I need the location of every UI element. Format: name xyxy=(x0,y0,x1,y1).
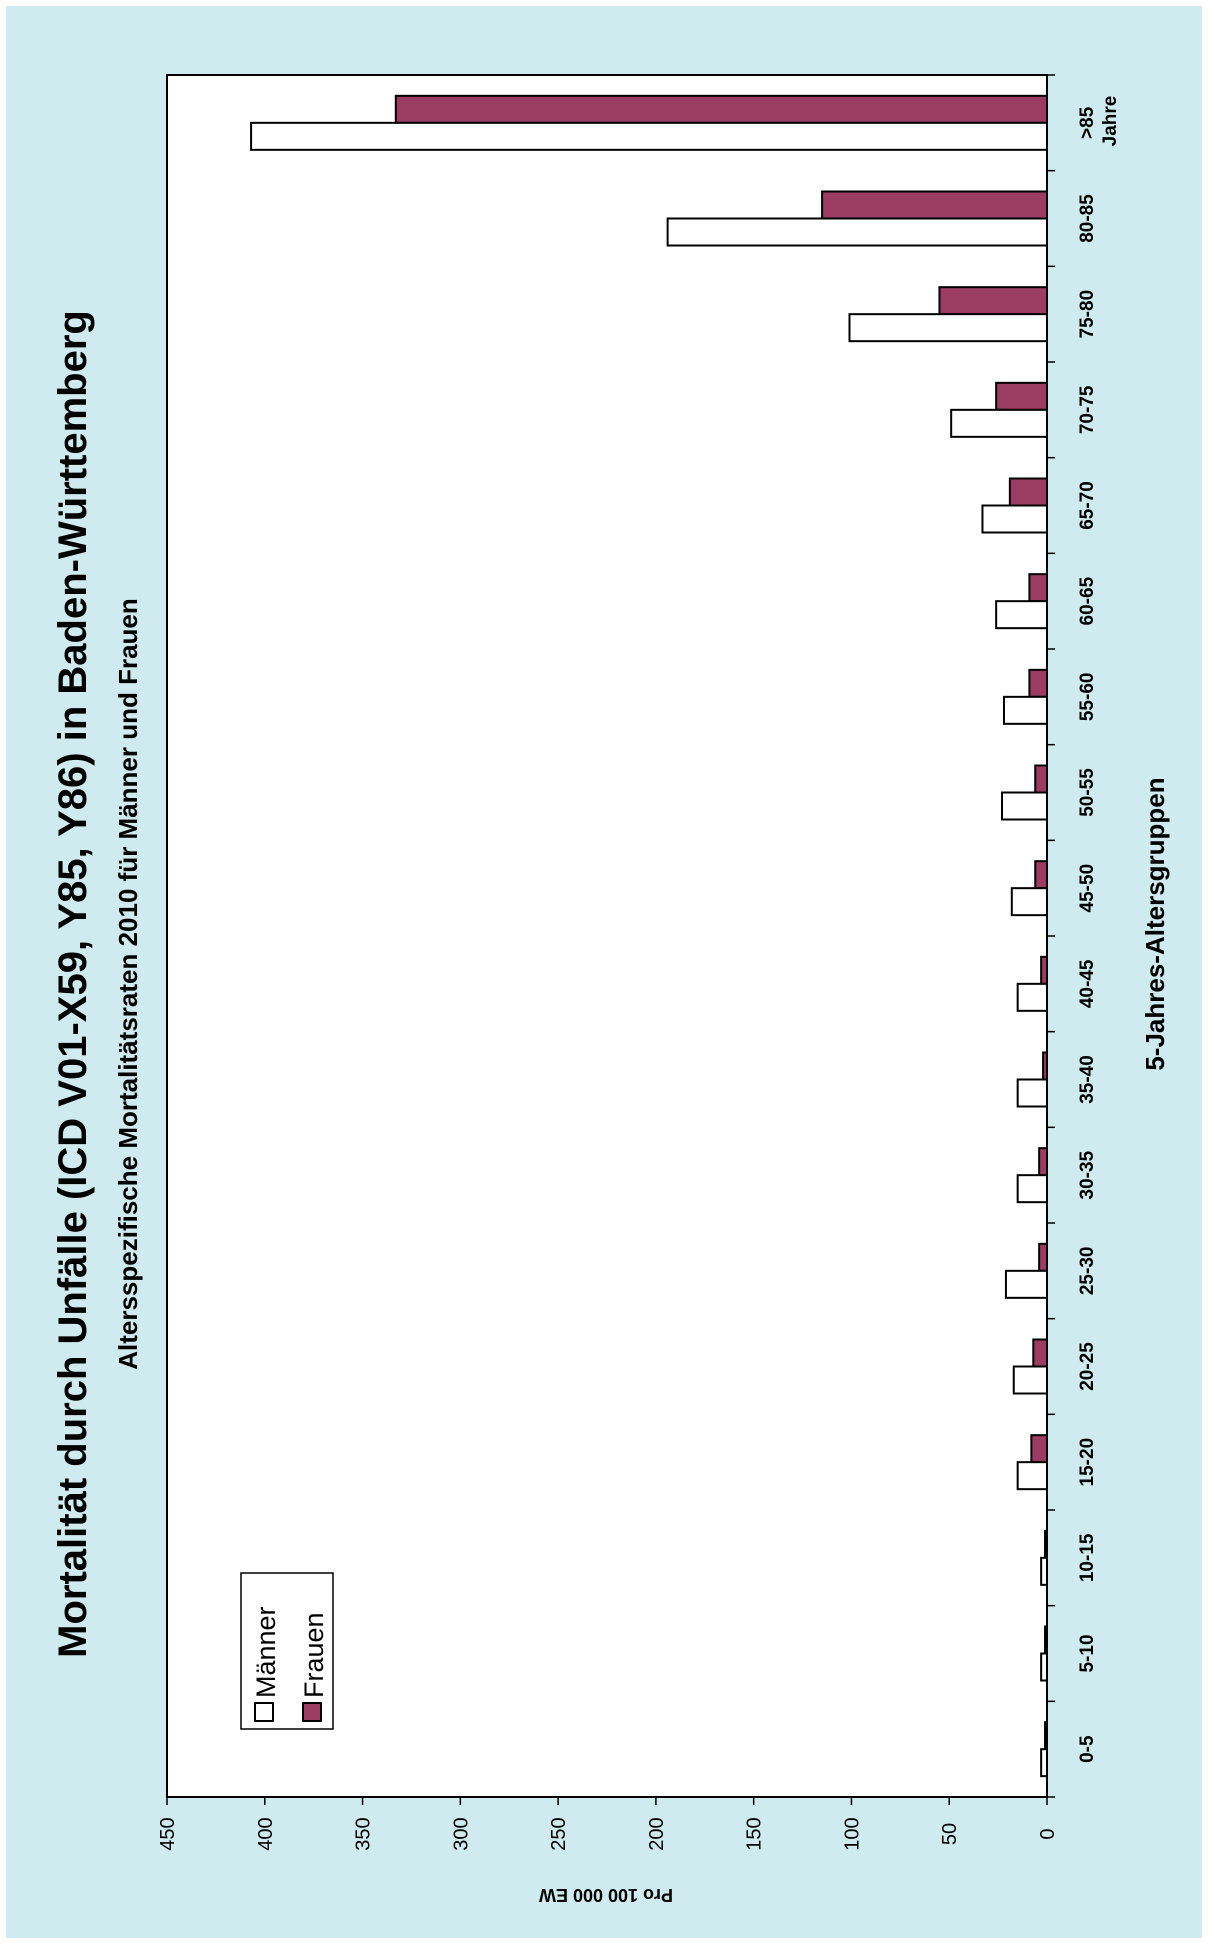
category-label: 65-70 xyxy=(1077,481,1098,530)
category-label: 80-85 xyxy=(1077,194,1098,243)
category-label: 40-45 xyxy=(1077,959,1098,1008)
bar-maenner-80-85 xyxy=(666,217,1048,247)
bar-maenner-60-65 xyxy=(995,600,1049,630)
category-label: >85 xyxy=(1077,106,1098,139)
bar-maenner-50-55 xyxy=(1001,791,1048,821)
category-label: 25-30 xyxy=(1077,1247,1098,1296)
category-label: 20-25 xyxy=(1077,1342,1098,1391)
value-tick-label: 100 xyxy=(841,1817,863,1850)
bar-frauen-35-40 xyxy=(1042,1051,1048,1081)
value-tick-label: 400 xyxy=(255,1817,277,1850)
bars-group xyxy=(250,94,1049,1778)
value-tick-label: 250 xyxy=(548,1817,570,1850)
plot-area xyxy=(166,74,1048,1798)
bar-frauen-70-75 xyxy=(995,381,1049,411)
bar-maenner-0-5 xyxy=(1040,1748,1048,1778)
bar-frauen-5-10 xyxy=(1044,1625,1048,1655)
bar-maenner-10-15 xyxy=(1040,1556,1048,1586)
category-unit-label: Jahre xyxy=(1100,96,1121,147)
value-tick-label: 150 xyxy=(744,1817,766,1850)
bar-frauen-40-45 xyxy=(1040,955,1048,985)
chart-figure: Mortalität durch Unfälle (ICD V01-X59, Y… xyxy=(6,6,1202,1938)
bar-frauen-30-35 xyxy=(1038,1147,1048,1177)
value-tick-label: 200 xyxy=(646,1817,668,1850)
category-label: 5-10 xyxy=(1077,1634,1098,1672)
category-label: 10-15 xyxy=(1077,1533,1098,1582)
category-label: 35-40 xyxy=(1077,1055,1098,1104)
category-label: 0-5 xyxy=(1077,1735,1098,1763)
category-label: 30-35 xyxy=(1077,1150,1098,1199)
bar-frauen-0-5 xyxy=(1044,1721,1048,1751)
bar-frauen-15-20 xyxy=(1030,1434,1049,1464)
category-label: 70-75 xyxy=(1077,385,1098,434)
bar-frauen-45-50 xyxy=(1034,860,1049,890)
bar-maenner-65-70 xyxy=(981,504,1049,534)
bar-frauen-20-25 xyxy=(1032,1338,1049,1368)
legend-label-frauen: Frauen xyxy=(299,1612,329,1698)
bar-maenner-75-80 xyxy=(848,313,1048,343)
x-axis-title: 5-Jahres-Altersgruppen xyxy=(1140,777,1170,1070)
bar-maenner-5-10 xyxy=(1040,1652,1048,1682)
bar-frauen-50-55 xyxy=(1034,764,1049,794)
category-label: 50-55 xyxy=(1077,768,1098,817)
bar-maenner--85 xyxy=(250,121,1049,151)
chart-subtitle: Altersspezifische Mortalitätsraten 2010 … xyxy=(113,598,143,1370)
legend-swatch-maenner xyxy=(254,1702,274,1722)
bar-frauen--85 xyxy=(394,94,1048,124)
bar-maenner-45-50 xyxy=(1010,887,1048,917)
bar-frauen-10-15 xyxy=(1044,1529,1048,1559)
category-label: 75-80 xyxy=(1077,290,1098,339)
bar-maenner-35-40 xyxy=(1016,1078,1049,1108)
value-tick-label: 300 xyxy=(450,1817,472,1850)
legend-swatch-frauen xyxy=(302,1702,322,1722)
value-tick-label: 350 xyxy=(353,1817,375,1850)
legend-label-maenner: Männer xyxy=(251,1606,281,1698)
bar-frauen-75-80 xyxy=(938,286,1049,316)
chart-title: Mortalität durch Unfälle (ICD V01-X59, Y… xyxy=(51,310,95,1658)
bar-frauen-80-85 xyxy=(821,190,1048,220)
bar-frauen-25-30 xyxy=(1038,1242,1048,1272)
bar-maenner-25-30 xyxy=(1004,1269,1049,1299)
bar-maenner-70-75 xyxy=(950,408,1049,438)
category-label: 55-60 xyxy=(1077,673,1098,722)
bar-frauen-55-60 xyxy=(1028,668,1049,698)
bar-maenner-20-25 xyxy=(1012,1365,1048,1395)
legend: Männer Frauen xyxy=(240,1572,334,1730)
bar-maenner-40-45 xyxy=(1016,982,1049,1012)
bar-frauen-65-70 xyxy=(1008,477,1048,507)
bar-maenner-30-35 xyxy=(1016,1174,1049,1204)
value-axis: 0 50 100 150 200 250 300 350 400 450 xyxy=(157,1797,1059,1851)
value-tick-label: 450 xyxy=(157,1817,179,1850)
bar-frauen-60-65 xyxy=(1028,573,1049,603)
category-label: 60-65 xyxy=(1077,576,1098,625)
category-axis: 0-5 5-10 10-15 15-20 20-25 25-30 30-35 35-40 40-… xyxy=(1047,74,1098,1798)
y-axis-title: Pro 100 000 EW xyxy=(539,1885,673,1905)
bar-maenner-15-20 xyxy=(1016,1461,1049,1491)
value-tick-label: 0 xyxy=(1037,1828,1059,1839)
value-tick-label: 50 xyxy=(939,1823,961,1845)
category-label: 15-20 xyxy=(1077,1438,1098,1487)
category-label: 45-50 xyxy=(1077,864,1098,913)
bar-maenner-55-60 xyxy=(1002,695,1049,725)
